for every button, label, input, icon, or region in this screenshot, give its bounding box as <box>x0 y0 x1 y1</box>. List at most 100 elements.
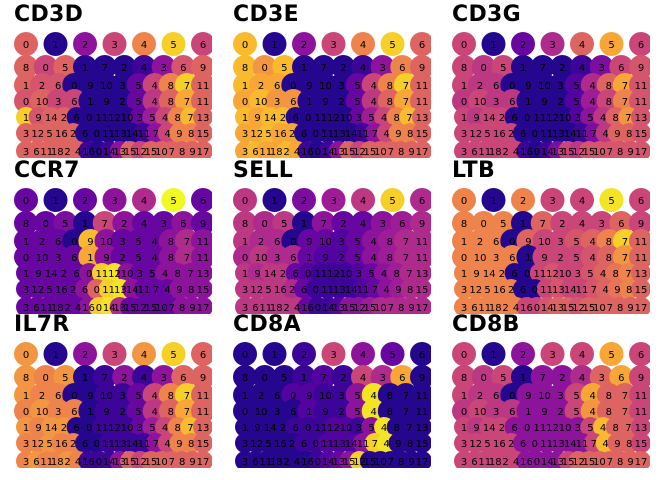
cluster-label: 0 <box>532 285 538 296</box>
cluster-label: 12 <box>327 269 340 280</box>
cell-point <box>193 279 212 299</box>
cluster-label: 0 <box>315 147 321 158</box>
cluster-label: 5 <box>62 373 68 384</box>
cluster-label: 3 <box>356 423 362 434</box>
cluster-label: 8 <box>179 457 185 468</box>
cluster-label: 17 <box>416 147 429 158</box>
cluster-label: 18 <box>51 303 64 314</box>
cluster-label: 3 <box>599 373 605 384</box>
cluster-label: 3 <box>461 457 467 468</box>
cell-point <box>132 188 156 212</box>
cluster-label: 12 <box>469 439 482 450</box>
cell-point <box>550 55 575 79</box>
cluster-label: 1 <box>461 423 467 434</box>
cluster-label: 2 <box>289 439 295 450</box>
cluster-label: 17 <box>197 147 210 158</box>
cell-point <box>452 211 476 235</box>
cell-point <box>132 55 156 79</box>
cluster-label: 15 <box>635 439 648 450</box>
cell-point <box>132 32 156 56</box>
cluster-label: 11 <box>40 303 53 314</box>
cell-point <box>631 433 650 453</box>
cluster-label: 5 <box>135 407 141 418</box>
cell-point <box>132 342 156 366</box>
cluster-label: 11 <box>96 269 109 280</box>
cell-point <box>609 211 634 235</box>
cluster-label: 4 <box>152 391 158 402</box>
cluster-label: 4 <box>513 457 519 468</box>
cluster-label: 9 <box>395 285 401 296</box>
cluster-label: 0 <box>86 113 92 124</box>
cluster-label: 0 <box>262 219 268 230</box>
cluster-label: 9 <box>525 237 531 248</box>
cluster-label: 6 <box>471 457 477 468</box>
cluster-label: 11 <box>416 97 429 108</box>
cell-point <box>370 55 395 79</box>
cell-point <box>511 188 535 212</box>
cluster-label: 14 <box>345 439 358 450</box>
cluster-label: 2 <box>557 97 563 108</box>
cluster-label: 1 <box>525 97 531 108</box>
cell-point <box>331 55 356 79</box>
cluster-label: 12 <box>546 423 559 434</box>
cell-point <box>311 211 336 235</box>
cluster-label: 4 <box>141 373 147 384</box>
cluster-label: 10 <box>559 113 572 124</box>
cluster-label: 3 <box>242 303 248 314</box>
cell-point <box>161 342 186 366</box>
cluster-label: 4 <box>371 407 377 418</box>
cluster-label: 5 <box>265 285 271 296</box>
cluster-label: 12 <box>572 303 585 314</box>
cell-point <box>410 245 431 269</box>
cell-point <box>410 342 431 366</box>
cluster-label: 6 <box>511 269 517 280</box>
cluster-label: 5 <box>46 129 52 140</box>
cell-point <box>132 365 156 389</box>
cluster-label: 16 <box>274 285 287 296</box>
cell-point <box>412 107 431 127</box>
cell-point <box>380 342 405 366</box>
cluster-label: 7 <box>406 113 412 124</box>
cluster-label: 12 <box>469 285 482 296</box>
cluster-label: 11 <box>635 253 648 264</box>
cluster-label: 11 <box>96 113 109 124</box>
panel-ccr7: CCR7 0 1 2 3 4 5 6 8 0 5 1 7 2 4 3 6 9 1 2 6 0 9 10 3 5 4 8 7 11 0 10 3 6… <box>0 156 212 314</box>
cluster-label: 11 <box>315 269 328 280</box>
cell-point <box>540 32 565 56</box>
cluster-label: 6 <box>200 40 206 51</box>
cell-point <box>262 32 287 56</box>
cluster-label: 2 <box>477 237 483 248</box>
cluster-label: 6 <box>509 407 515 418</box>
cluster-label: 1 <box>52 350 58 361</box>
cluster-label: 17 <box>635 303 648 314</box>
cluster-label: 4 <box>602 439 608 450</box>
panel-title: CD3D <box>14 2 84 27</box>
cluster-label: 3 <box>493 253 499 264</box>
cluster-label: 13 <box>114 285 127 296</box>
cluster-label: 7 <box>372 129 378 140</box>
cell-point <box>151 55 176 79</box>
cluster-label: 4 <box>294 457 300 468</box>
cluster-label: 6 <box>55 237 61 248</box>
cell-point <box>380 188 405 212</box>
cluster-label: 2 <box>502 457 508 468</box>
cluster-label: 2 <box>121 373 127 384</box>
cluster-label: 4 <box>371 237 377 248</box>
cluster-label: 0 <box>524 269 530 280</box>
cluster-label: 10 <box>474 407 487 418</box>
cluster-label: 9 <box>408 303 414 314</box>
cluster-label: 3 <box>274 407 280 418</box>
cluster-label: 7 <box>184 391 190 402</box>
cluster-label: 4 <box>141 63 147 74</box>
cell-point <box>321 342 346 366</box>
cluster-label: 5 <box>573 81 579 92</box>
cluster-label: 12 <box>572 147 585 158</box>
cluster-label: 11 <box>416 407 429 418</box>
cell-point <box>272 365 297 389</box>
cluster-label: 1 <box>87 97 93 108</box>
cluster-label: 6 <box>638 350 644 361</box>
cluster-label: 8 <box>242 63 248 74</box>
cluster-label: 3 <box>111 196 117 207</box>
cluster-label: 7 <box>622 391 628 402</box>
cluster-label: 8 <box>398 457 404 468</box>
